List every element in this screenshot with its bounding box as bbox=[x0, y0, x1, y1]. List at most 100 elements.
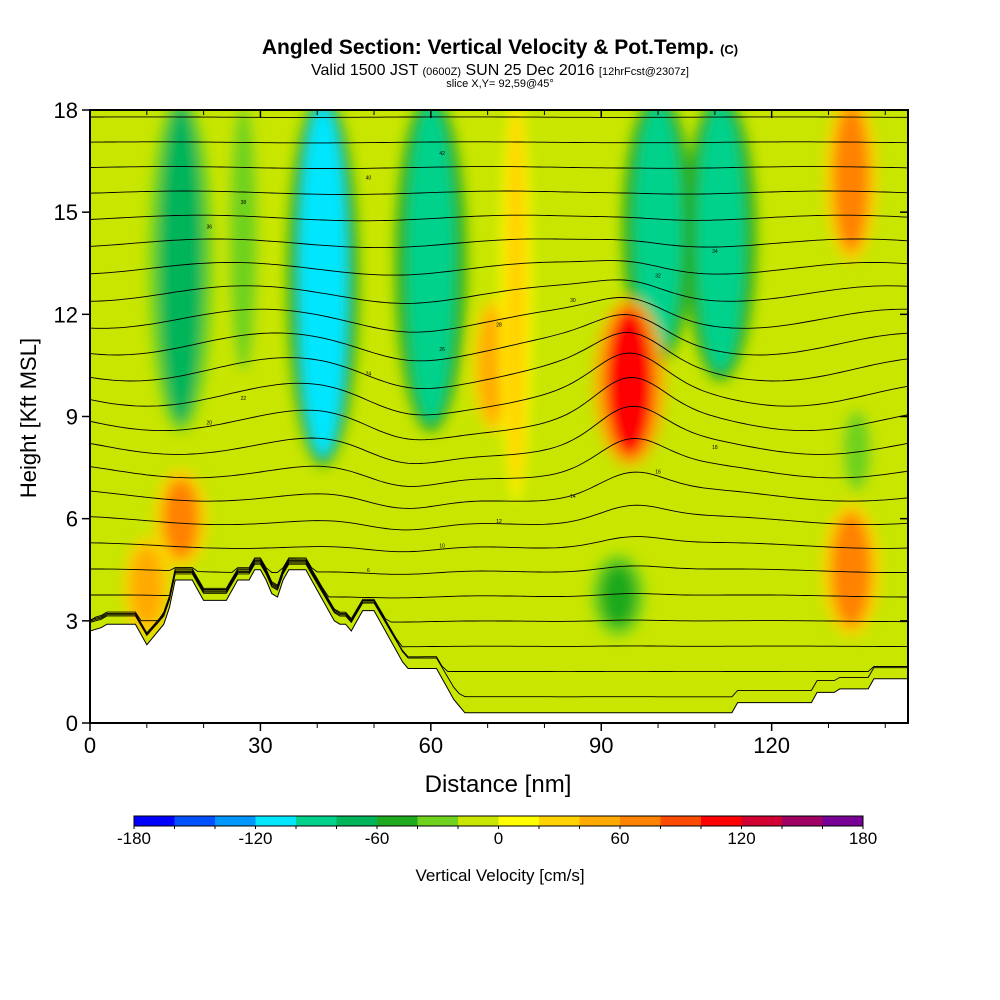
isentrope-line bbox=[90, 377, 908, 441]
x-tick-label: 120 bbox=[753, 733, 790, 758]
isentrope-label: 40 bbox=[366, 175, 372, 181]
isentrope-label: 18 bbox=[712, 445, 718, 451]
colorbar-tick-label: 120 bbox=[727, 829, 755, 848]
plot-area: 2461012141618202224262830323436384042 bbox=[90, 110, 908, 723]
isentrope-line bbox=[90, 504, 908, 531]
chart-title: Angled Section: Vertical Velocity & Pot.… bbox=[0, 36, 1000, 60]
y-axis-label: Height [Kft MSL] bbox=[16, 338, 41, 498]
colorbar-tick-label: 180 bbox=[849, 829, 877, 848]
velocity-field bbox=[122, 110, 882, 637]
isentrope-line bbox=[90, 352, 908, 416]
isentrope-label: 24 bbox=[366, 372, 372, 378]
colorbar-tick-label: -120 bbox=[238, 829, 272, 848]
isentrope-line bbox=[90, 279, 908, 304]
velocity-feature bbox=[831, 512, 872, 627]
isentrope-line bbox=[90, 238, 908, 249]
isentrope-line bbox=[90, 563, 908, 698]
isentrope-line bbox=[90, 437, 908, 487]
isentrope-line bbox=[90, 116, 908, 118]
isentrope-line bbox=[90, 561, 908, 648]
isentrope-label: 16 bbox=[655, 470, 661, 476]
isentrope-line bbox=[90, 471, 908, 509]
isentrope-label: 28 bbox=[496, 323, 502, 329]
colorbar-swatch bbox=[336, 816, 378, 826]
velocity-feature bbox=[600, 563, 637, 627]
isentrope-label: 42 bbox=[439, 151, 445, 157]
colorbar-swatch bbox=[417, 816, 459, 826]
isentrope-label: 10 bbox=[439, 543, 445, 549]
y-tick-label: 0 bbox=[66, 711, 78, 736]
x-tick-label: 60 bbox=[419, 733, 443, 758]
velocity-feature bbox=[505, 110, 528, 491]
x-tick-label: 90 bbox=[589, 733, 613, 758]
isentrope-line bbox=[90, 558, 908, 599]
colorbar-swatch bbox=[782, 816, 823, 826]
colorbar-tick-label: 60 bbox=[611, 829, 630, 848]
chart-title-text: Angled Section: Vertical Velocity & Pot.… bbox=[261, 36, 715, 59]
y-tick-label: 12 bbox=[54, 302, 78, 327]
isentrope-label: 38 bbox=[241, 200, 247, 206]
colorbar-swatch bbox=[539, 816, 580, 826]
valid-date: SUN 25 Dec 2016 bbox=[465, 62, 595, 79]
y-tick-label: 15 bbox=[54, 200, 78, 225]
colorbar-swatch bbox=[255, 816, 297, 826]
title-suffix: (C) bbox=[720, 42, 739, 57]
isentrope-label: 30 bbox=[570, 298, 576, 304]
isentrope-label: 12 bbox=[496, 519, 502, 525]
colorbar-swatch bbox=[741, 816, 783, 826]
velocity-feature bbox=[162, 478, 199, 559]
isentrope-line bbox=[90, 190, 908, 195]
isentrope-line bbox=[90, 536, 908, 553]
colorbar-swatch bbox=[296, 816, 337, 826]
colorbar-tick-label: -180 bbox=[117, 829, 151, 848]
colorbar-swatch bbox=[377, 816, 418, 826]
colorbar-swatch bbox=[498, 816, 540, 826]
colorbar-swatch bbox=[822, 816, 864, 826]
isentrope-label: 22 bbox=[241, 396, 247, 402]
isentrope-line bbox=[90, 297, 908, 333]
valid-utc: (0600Z) bbox=[422, 66, 462, 78]
isentrope-contours: 2461012141618202224262830323436384042 bbox=[90, 116, 908, 698]
isentrope-label: 34 bbox=[712, 249, 718, 255]
velocity-feature bbox=[229, 110, 258, 372]
isentrope-line bbox=[90, 314, 908, 362]
colorbar-swatch bbox=[660, 816, 702, 826]
x-tick-label: 30 bbox=[248, 733, 272, 758]
colorbar-swatch bbox=[458, 816, 499, 826]
velocity-feature bbox=[158, 110, 203, 423]
colorbar-swatch bbox=[215, 816, 256, 826]
isentrope-line bbox=[90, 559, 908, 623]
isentrope-line bbox=[90, 214, 908, 222]
isentrope-label: 26 bbox=[439, 347, 445, 353]
isentrope-line bbox=[90, 141, 908, 144]
colorbar-swatch bbox=[620, 816, 661, 826]
isentrope-label: 14 bbox=[570, 494, 576, 500]
velocity-feature bbox=[696, 110, 745, 372]
terrain-mask bbox=[90, 569, 908, 723]
velocity-feature bbox=[842, 410, 871, 491]
y-tick-label: 9 bbox=[66, 405, 78, 430]
isentrope-line bbox=[90, 166, 908, 169]
velocity-feature bbox=[833, 110, 870, 253]
isentrope-line bbox=[90, 260, 908, 276]
colorbar-swatch bbox=[579, 816, 621, 826]
forecast-info: [12hrFcst@2307z] bbox=[598, 66, 689, 78]
colorbar-tick-label: 0 bbox=[494, 829, 503, 848]
isentrope-label: 36 bbox=[207, 225, 213, 231]
slice-info: slice X,Y= 92,59@45° bbox=[446, 78, 554, 90]
velocity-feature bbox=[298, 110, 347, 457]
isentrope-line bbox=[90, 405, 908, 465]
y-tick-label: 18 bbox=[54, 98, 78, 123]
isentrope-label: 6 bbox=[367, 568, 370, 574]
colorbar-swatch bbox=[701, 816, 742, 826]
isentrope-line bbox=[90, 557, 908, 575]
x-axis-label: Distance [nm] bbox=[425, 771, 572, 798]
velocity-feature bbox=[634, 110, 683, 355]
colorbar-swatch bbox=[134, 816, 175, 826]
chart-subtitle: Valid 1500 JST (0600Z) SUN 25 Dec 2016 [… bbox=[0, 62, 1000, 80]
y-tick-label: 6 bbox=[66, 507, 78, 532]
colorbar-swatch bbox=[174, 816, 216, 826]
colorbar: -180 -120 -60 0 60 120 180 bbox=[117, 815, 877, 848]
